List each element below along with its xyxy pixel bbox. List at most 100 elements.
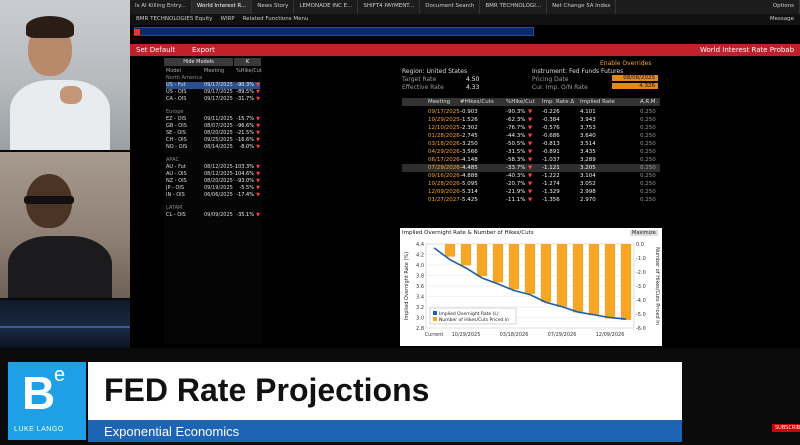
legend-label: Number of Hikes/Cuts Priced In [439,317,509,323]
tab-world-interest-rate[interactable]: World Interest R... [191,0,253,14]
table-cell: 0.250 [640,149,656,155]
table-cell: -20.7% [506,181,526,187]
table-header: Meeting #Hikes/Cuts %Hike/Cut Imp. Rate … [402,98,660,106]
y-tick-label: 3.6 [416,284,424,290]
table-row[interactable]: 04/29/2026 -3.566 -31.5% ▼ -0.891 3.435 0.250 [402,148,660,156]
x-tick-label: 10/29/2025 [452,332,481,338]
tab[interactable]: Net Change 5A Index [547,0,617,14]
table-row[interactable]: 12/09/2026 -5.314 -21.9% ▼ -1.329 2.998 0.250 [402,188,660,196]
model-meeting: 09/19/2025 [204,185,233,191]
subscribe-button[interactable]: SUBSCRIBE [772,424,800,432]
bar [524,244,536,294]
model-row[interactable]: NO - OIS 08/14/2025 -8.0% ▼ [166,144,260,151]
bar [604,244,616,319]
table-row[interactable]: 01/28/2026 -2.745 -44.3% ▼ -0.686 3.640 0.250 [402,132,660,140]
table-cell: -21.9% [506,189,526,195]
down-arrow-icon: ▼ [528,141,533,147]
enable-overrides-checkbox[interactable]: Enable Overrides [600,60,652,67]
down-arrow-icon: ▼ [256,137,260,143]
down-arrow-icon: ▼ [528,117,533,123]
subtitle-bar [88,420,682,442]
related-functions-menu[interactable]: Related Functions Menu [242,16,309,22]
x-tick-label: 12/09/2026 [596,332,625,338]
model-section-label: LATAM [166,205,183,211]
options-button[interactable]: Options [768,0,800,14]
down-arrow-icon: ▼ [528,133,533,139]
model-name: AU - Fut [166,164,186,170]
model-row[interactable]: US - OIS 09/17/2025 -89.5% ▼ [166,89,260,96]
table-row[interactable]: 09/16/2026 -4.888 -40.3% ▼ -1.222 3.104 0.250 [402,172,660,180]
message-button[interactable]: Message [769,16,794,22]
table-cell: -1.356 [542,197,560,203]
table-cell: 3.052 [580,181,596,187]
model-row[interactable]: US - Fut 09/17/2025 -90.3% ▼ [166,82,260,89]
tab[interactable]: Is AI Killing Entry... [130,0,192,14]
table-cell: -0.384 [542,117,560,123]
model-meeting: 08/12/2025 [204,164,233,170]
title-bar [88,362,682,420]
model-pct: -96.6% [236,123,254,129]
model-meeting: 09/17/2025 [204,89,233,95]
model-row[interactable]: CL - OIS 09/09/2025 -35.1% ▼ [166,212,260,219]
table-row[interactable]: 06/17/2026 -4.148 -58.3% ▼ -1.037 3.289 0.250 [402,156,660,164]
table-cell: 3.205 [580,165,596,171]
model-name: IN - OIS [166,192,185,198]
export-button[interactable]: Export [192,46,215,54]
model-pct: -17.4% [236,192,254,198]
model-row[interactable]: NZ - OIS 08/20/2025 -93.0% ▼ [166,178,260,185]
pricing-date-field[interactable]: 08/08/2025 [612,75,658,81]
table-cell: -0.903 [460,109,478,115]
table-row[interactable]: 10/28/2026 -5.095 -20.7% ▼ -1.274 3.052 0.250 [402,180,660,188]
down-arrow-icon: ▼ [528,189,533,195]
model-pct: -93.0% [236,178,254,184]
model-row[interactable]: AU - OIS 08/12/2025 -104.6% ▼ [166,171,260,178]
tab[interactable]: SHIFT4 PAYMENT... [358,0,421,14]
tab-bar: Is AI Killing Entry... World Interest R.… [130,0,800,14]
down-arrow-icon: ▼ [256,82,260,88]
down-arrow-icon: ▼ [528,125,533,131]
table-cell: 03/18/2026 [428,141,460,147]
function-field[interactable]: WIRP [220,16,235,22]
table-row[interactable]: 07/29/2026 -4.485 -33.7% ▼ -1.121 3.205 0.250 [402,164,660,172]
table-row[interactable]: 01/27/2027 -5.425 -11.1% ▼ -1.356 2.970 0.250 [402,196,660,204]
model-row[interactable]: EZ - OIS 09/11/2025 -15.7% ▼ [166,116,260,123]
down-arrow-icon: ▼ [256,116,260,122]
table-row[interactable]: 10/29/2025 -1.526 -62.3% ▼ -0.384 3.943 0.250 [402,116,660,124]
table-cell: -3.250 [460,141,478,147]
table-row[interactable]: 03/18/2026 -3.250 -50.5% ▼ -0.813 3.514 0.250 [402,140,660,148]
command-line[interactable] [134,27,534,36]
model-row[interactable]: IN - OIS 06/06/2025 -17.4% ▼ [166,192,260,199]
target-rate-label: Target Rate [402,76,437,83]
table-cell: -62.3% [506,117,526,123]
chart-title: Implied Overnight Rate & Number of Hikes… [402,230,534,236]
model-row[interactable]: CH - OIS 09/25/2025 -16.6% ▼ [166,137,260,144]
target-rate-value: 4.50 [466,76,480,83]
tab[interactable]: BMR TECHNOLOGI... [480,0,548,14]
tab[interactable]: News Story [252,0,295,14]
hide-models-button[interactable]: Hide Models [164,58,234,66]
security-field[interactable]: BMR TECHNOLOGIES Equity [136,16,213,22]
model-row[interactable]: CA - OIS 09/17/2025 -31.7% ▼ [166,96,260,103]
table-cell: -4.888 [460,173,478,179]
table-row[interactable]: 09/17/2025 -0.903 -90.3% ▼ -0.226 4.101 0.250 [402,108,660,116]
table-row[interactable]: 12/10/2025 -2.302 -76.7% ▼ -0.576 3.753 0.250 [402,124,660,132]
collapse-button[interactable]: K [234,58,262,66]
legend-box [429,307,517,325]
model-meeting: 09/11/2025 [204,116,233,122]
maximize-button[interactable]: Maximize [630,230,658,236]
down-arrow-icon: ▼ [256,130,260,136]
table-cell: 0.250 [640,173,656,179]
cur-imp-rate-field[interactable]: 4.326 [612,83,658,89]
down-arrow-icon: ▼ [528,197,533,203]
down-arrow-icon: ▼ [256,212,260,218]
y2-tick-label: -4.0 [636,298,646,304]
model-row[interactable]: SE - OIS 08/20/2025 -21.5% ▼ [166,130,260,137]
model-pct: -89.5% [236,89,254,95]
model-row[interactable]: GB - OIS 08/07/2025 -96.6% ▼ [166,123,260,130]
tab[interactable]: Document Search [420,0,481,14]
table-cell: -0.226 [542,109,560,115]
tab[interactable]: LEMONADE INC E... [294,0,359,14]
model-row[interactable]: AU - Fut 08/12/2025 -103.3% ▼ [166,164,260,171]
set-default-button[interactable]: Set Default [136,46,176,54]
model-row[interactable]: JP - OIS 09/19/2025 -5.5% ▼ [166,185,260,192]
